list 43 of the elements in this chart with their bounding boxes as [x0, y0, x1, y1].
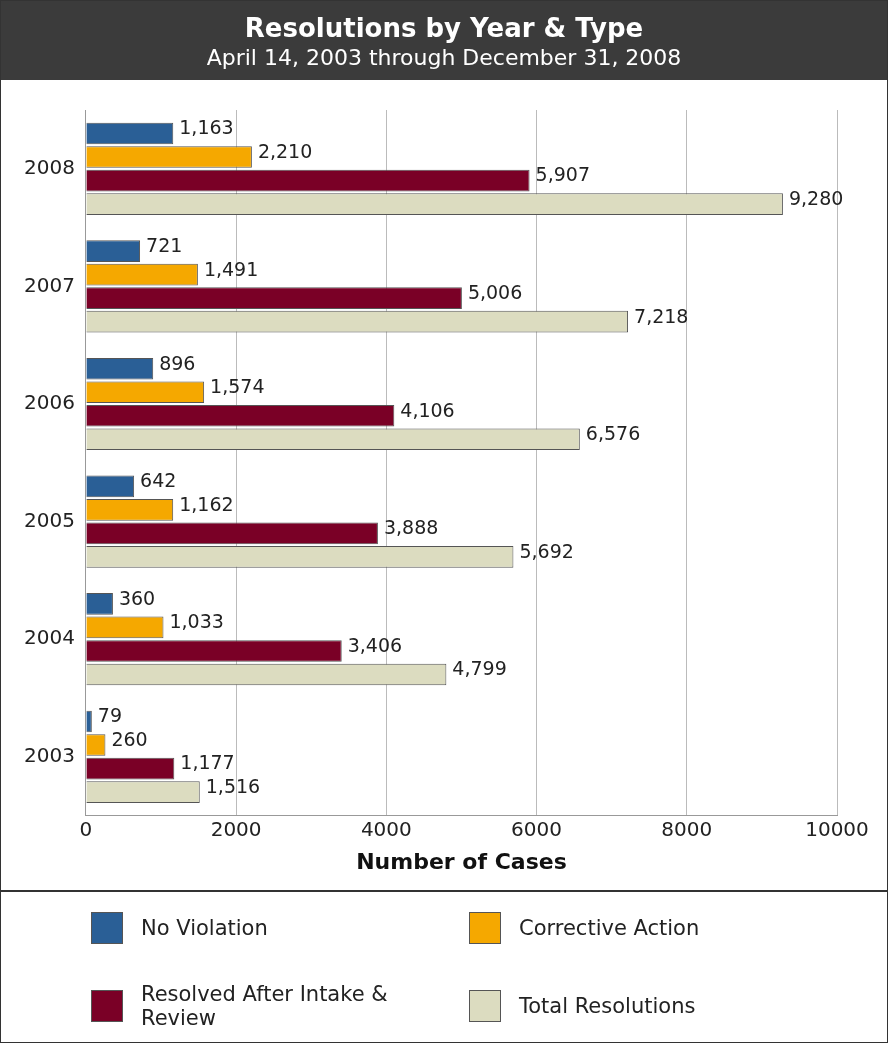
- data-label: 1,033: [169, 610, 224, 633]
- data-label: 9,280: [788, 187, 844, 210]
- legend-label: Total Resolutions: [519, 994, 696, 1018]
- data-label: 1,516: [205, 775, 261, 798]
- x-tick-label: 10000: [805, 816, 869, 841]
- x-tick-label: 6000: [511, 816, 563, 841]
- chart-title: Resolutions by Year & Type: [243, 13, 645, 43]
- legend-label: Resolved After Intake & Review: [140, 982, 389, 1030]
- y-tick-label: 2008: [23, 155, 75, 179]
- data-label: 4,799: [452, 657, 507, 680]
- data-label: 5,006: [467, 281, 523, 304]
- data-label: 1,177: [180, 751, 235, 774]
- data-label: 721: [146, 234, 183, 257]
- data-label: 5,907: [535, 163, 590, 186]
- x-tick-label: 2000: [210, 816, 262, 841]
- x-tick-label: 8000: [661, 816, 713, 841]
- data-label: 1,491: [203, 257, 259, 280]
- y-tick-label: 2004: [23, 625, 75, 650]
- data-label: 3,888: [383, 516, 439, 539]
- data-label: 260: [111, 727, 148, 750]
- data-label: 6,576: [585, 422, 641, 445]
- data-label: 896: [159, 351, 196, 374]
- data-label: 79: [97, 704, 123, 727]
- data-label: 4,106: [400, 398, 455, 421]
- data-label: 642: [140, 469, 177, 492]
- data-label: 3,406: [347, 633, 403, 656]
- y-tick-label: 2006: [23, 390, 75, 415]
- data-label: 1,163: [179, 116, 234, 139]
- x-axis-title: Number of Cases: [356, 848, 567, 874]
- x-tick-label: 4000: [360, 816, 412, 841]
- data-label: 7,218: [634, 304, 689, 327]
- data-label: 1,574: [210, 375, 265, 398]
- chart-subtitle: April 14, 2003 through December 31, 2008: [205, 45, 683, 70]
- data-label: 2,210: [257, 139, 313, 162]
- data-label: 1,162: [179, 492, 234, 515]
- y-tick-label: 2003: [23, 743, 75, 767]
- y-tick-label: 2005: [23, 507, 75, 532]
- x-tick-label: 0: [79, 816, 93, 841]
- data-label: 5,692: [519, 539, 574, 562]
- y-tick-label: 2007: [23, 272, 75, 297]
- legend-label: No Violation: [141, 916, 268, 940]
- data-label: 360: [118, 586, 156, 609]
- legend-label: Corrective Action: [519, 916, 700, 940]
